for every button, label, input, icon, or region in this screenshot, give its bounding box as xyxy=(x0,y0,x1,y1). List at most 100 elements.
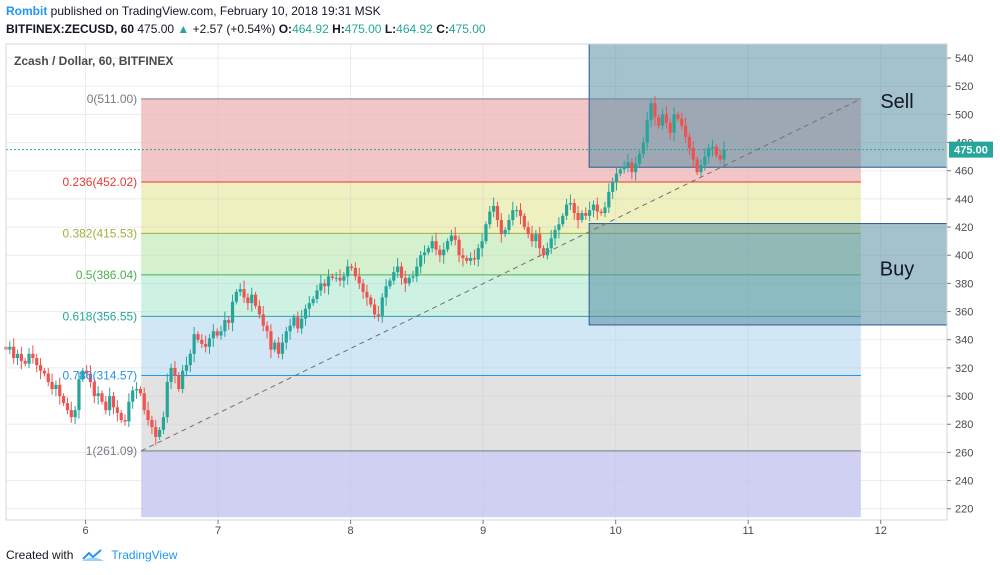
candle-body-15 xyxy=(61,396,66,404)
candle-body-123 xyxy=(476,248,480,260)
candle-body-72 xyxy=(280,342,285,354)
candle-body-107 xyxy=(415,266,419,277)
footer: Created with TradingView xyxy=(6,548,177,562)
candle-body-96 xyxy=(372,304,377,315)
candle-body-49 xyxy=(192,334,196,354)
publish-info: published on TradingView.com, February 1… xyxy=(50,4,381,18)
candle-body-147 xyxy=(568,203,573,205)
high-label: H: xyxy=(332,22,345,36)
candle-body-75 xyxy=(292,317,296,326)
fib-label-6: 1(261.09) xyxy=(86,444,137,458)
candle-body-22 xyxy=(88,373,93,382)
candle-body-86 xyxy=(334,277,338,279)
y-tick-label-8: 380 xyxy=(955,278,973,290)
high-value: 475.00 xyxy=(344,22,382,36)
x-tick-label-4: 10 xyxy=(610,525,622,536)
y-tick-label-6: 340 xyxy=(955,335,973,347)
candle-body-185 xyxy=(714,146,718,156)
candle-body-184 xyxy=(710,146,715,149)
candle-body-34 xyxy=(134,389,139,391)
candle-body-138 xyxy=(534,234,538,242)
candle-body-105 xyxy=(407,277,411,284)
candle-body-160 xyxy=(618,169,622,174)
candle-body-173 xyxy=(668,122,672,133)
candle-body-29 xyxy=(115,407,119,413)
candle-body-71 xyxy=(277,342,281,354)
y-tick-label-12: 460 xyxy=(955,166,973,178)
candle-body-65 xyxy=(253,294,258,306)
candle-body-59 xyxy=(230,301,235,323)
x-tick-label-6: 12 xyxy=(875,525,887,536)
y-tick-label-1: 240 xyxy=(955,476,973,488)
candle-body-69 xyxy=(269,331,273,350)
candle-body-98 xyxy=(380,297,384,316)
price-chart[interactable]: 0(511.00) 0.236(452.02) 0.382(415.53) 0.5(3… xyxy=(0,0,1000,536)
candle-body-163 xyxy=(630,162,634,173)
candle-body-151 xyxy=(584,212,588,216)
candle-body-133 xyxy=(515,210,519,212)
candle-body-19 xyxy=(77,379,81,411)
candle-body-80 xyxy=(311,298,315,304)
candle-body-17 xyxy=(69,410,73,418)
candle-body-141 xyxy=(545,248,549,256)
author-link[interactable]: Rombit xyxy=(6,4,48,18)
x-tick-label-0: 6 xyxy=(82,525,88,536)
y-tick-label-9: 400 xyxy=(955,250,973,262)
candle-body-12 xyxy=(50,381,54,390)
candle-body-118 xyxy=(457,239,461,256)
zone-label-sell: Sell xyxy=(880,91,913,113)
candle-body-154 xyxy=(595,204,599,212)
candle-body-136 xyxy=(526,227,530,235)
candle-body-131 xyxy=(507,220,511,230)
candle-body-109 xyxy=(422,252,427,256)
price-change: +2.57 (+0.54%) xyxy=(192,22,276,36)
candle-body-178 xyxy=(687,136,692,149)
candle-body-166 xyxy=(641,142,645,154)
candle-body-6 xyxy=(27,353,31,364)
candle-body-1 xyxy=(8,346,12,350)
candle-body-16 xyxy=(65,403,70,411)
candle-body-97 xyxy=(376,314,381,316)
candle-body-48 xyxy=(188,353,192,366)
candle-body-180 xyxy=(695,159,699,173)
x-tick-label-2: 8 xyxy=(348,525,354,536)
candle-body-33 xyxy=(131,390,135,402)
candle-body-50 xyxy=(196,334,200,340)
y-tick-label-3: 280 xyxy=(955,419,973,431)
candle-body-139 xyxy=(538,234,542,249)
candle-body-38 xyxy=(150,420,154,428)
candle-body-122 xyxy=(472,258,477,260)
candle-body-99 xyxy=(384,286,388,298)
candle-body-158 xyxy=(611,182,615,192)
up-triangle-icon: ▲ xyxy=(177,22,190,36)
candle-body-47 xyxy=(184,365,189,371)
candle-body-103 xyxy=(399,266,404,278)
candle-body-20 xyxy=(81,370,85,380)
candle-body-84 xyxy=(326,276,331,287)
candle-body-66 xyxy=(257,305,262,315)
candle-body-176 xyxy=(680,118,684,126)
candle-body-187 xyxy=(722,149,726,160)
candle-body-11 xyxy=(46,373,50,382)
candle-body-121 xyxy=(468,258,473,261)
candle-body-13 xyxy=(54,384,58,390)
symbol-name: BITFINEX:ZECUSD, 60 xyxy=(6,22,135,36)
y-tick-label-14: 500 xyxy=(955,109,973,121)
x-tick-label-5: 11 xyxy=(742,525,753,536)
fib-band-5 xyxy=(141,375,861,451)
candle-body-94 xyxy=(365,291,369,298)
symbol-header: BITFINEX:ZECUSD, 60 475.00 ▲ +2.57 (+0.5… xyxy=(6,22,486,36)
y-tick-label-4: 300 xyxy=(955,391,973,403)
candle-body-67 xyxy=(261,314,265,326)
candle-body-58 xyxy=(227,320,231,323)
x-tick-label-3: 9 xyxy=(480,525,486,536)
candle-body-153 xyxy=(591,204,596,211)
candle-body-127 xyxy=(492,205,496,212)
candle-body-61 xyxy=(238,289,242,292)
candle-body-174 xyxy=(672,114,676,133)
tradingview-link[interactable]: TradingView xyxy=(111,548,178,562)
candle-body-171 xyxy=(660,114,665,126)
candle-body-70 xyxy=(273,342,277,350)
candle-body-40 xyxy=(157,429,162,437)
candle-body-102 xyxy=(396,266,400,273)
